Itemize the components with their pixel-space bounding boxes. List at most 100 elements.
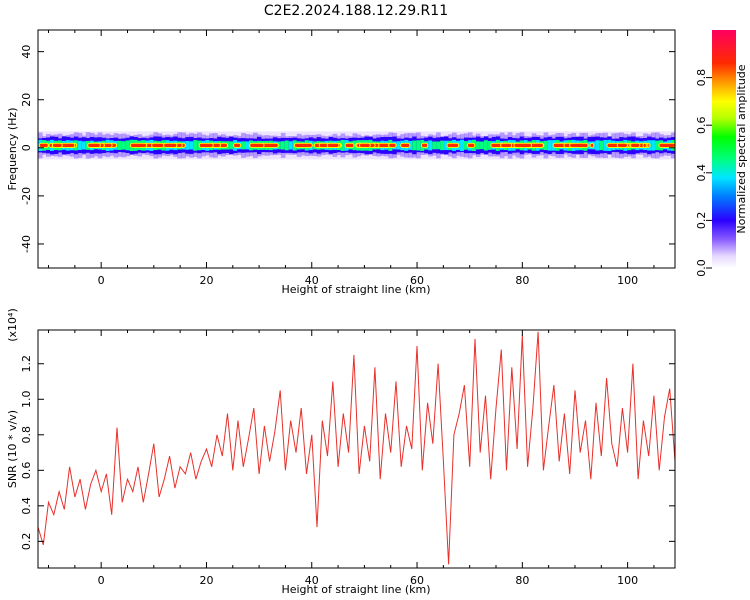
y-tick-label: 0.8	[20, 426, 33, 444]
heat-cell	[189, 141, 194, 150]
x-tick-label: 0	[98, 274, 105, 287]
heat-cell	[408, 140, 413, 150]
heat-cell-peak	[590, 143, 594, 147]
heat-cell-peak	[294, 143, 312, 147]
heat-cell-peak	[401, 143, 410, 147]
heat-cell	[603, 139, 608, 151]
snr-multiplier: (x10⁴)	[6, 308, 19, 342]
heat-cell	[483, 140, 489, 151]
heat-cell	[288, 141, 294, 150]
x-tick-label: 80	[515, 574, 529, 587]
spectrogram-ylabel: Frequency (Hz)	[6, 108, 19, 191]
heat-cell	[487, 140, 493, 150]
heat-cell-peak	[467, 143, 475, 147]
spectrogram-frame	[37, 29, 676, 269]
colorbar-tick-label: 0.8	[695, 69, 708, 87]
colorbar-tick-label: 0.4	[695, 164, 708, 182]
heat-cell-peak	[447, 143, 459, 147]
heat-cell	[229, 141, 234, 150]
heat-cell	[436, 141, 441, 150]
snr-xlabel: Height of straight line (km)	[281, 583, 430, 596]
snr-ylabel: SNR (10 * v/v)	[6, 410, 19, 488]
heat-cell-peak	[130, 143, 147, 147]
heat-cell-peak	[529, 143, 543, 147]
heat-cell-peak	[570, 143, 588, 147]
heat-cell-peak	[59, 143, 75, 147]
snr-panel: 0 20 40 60 80 100 0.2 0.4 0.6 0.8 1.0 1.2 Height of…	[6, 308, 676, 596]
heat-cell	[77, 140, 83, 150]
heat-cell-peak	[234, 143, 241, 147]
heat-cell	[245, 141, 250, 150]
heat-cell-peak	[659, 143, 675, 147]
heat-cell	[479, 141, 485, 150]
snr-axes: 0 20 40 60 80 100 0.2 0.4 0.6 0.8 1.0 1.2	[20, 330, 675, 587]
heat-cell	[276, 141, 282, 150]
spectrogram-axes: 0 20 40 60 80 100 -40 -20 0 20 40	[20, 30, 675, 287]
x-tick-label: 60	[410, 274, 424, 287]
heat-cell	[185, 141, 190, 150]
spectrogram-heatmap	[38, 131, 675, 160]
colorbar-ticks: 0.0 0.2 0.4 0.6 0.8	[695, 69, 712, 277]
colorbar-label: Normalized spectral amplitude	[735, 64, 748, 233]
heat-cell-peak	[514, 143, 532, 147]
heat-cell	[125, 140, 131, 151]
heat-cell	[340, 139, 346, 151]
colorbar-gradient	[712, 30, 736, 268]
heat-cell-peak	[389, 143, 396, 147]
heat-cell-peak	[199, 143, 213, 147]
heat-cell	[352, 140, 358, 151]
heat-cell-peak	[631, 143, 640, 147]
heat-cell-peak	[501, 143, 512, 147]
heat-cell	[432, 141, 437, 150]
heat-cell	[440, 140, 445, 151]
heat-cell	[280, 141, 286, 150]
heat-cell	[543, 140, 549, 151]
heat-cell	[595, 140, 600, 151]
heat-cell	[416, 140, 421, 151]
heat-cell	[655, 140, 660, 151]
x-tick-label: 40	[305, 574, 319, 587]
heat-cell	[460, 139, 465, 152]
heat-cell	[428, 140, 433, 151]
heat-cell	[475, 141, 481, 150]
x-tick-label: 60	[410, 574, 424, 587]
heat-cell	[241, 141, 246, 150]
heat-cell	[117, 140, 123, 150]
y-tick-label: 20	[20, 93, 33, 107]
x-tick-label: 100	[617, 274, 638, 287]
y-tick-label: 0.2	[20, 533, 33, 551]
y-tick-label: 1.0	[20, 391, 33, 409]
heat-cell	[396, 141, 401, 150]
heat-cell-peak	[39, 143, 48, 147]
y-tick-label: 0.6	[20, 462, 33, 480]
colorbar-tick-label: 0.6	[695, 116, 708, 134]
heat-cell	[193, 140, 198, 151]
heat-cell-peak	[643, 143, 646, 147]
heat-cell-peak	[327, 143, 339, 147]
heat-cell-peak	[88, 143, 100, 147]
heat-cell	[121, 141, 127, 150]
spectrogram-xlabel: Height of straight line (km)	[281, 283, 430, 296]
snr-frame	[37, 329, 676, 569]
heat-cell	[444, 140, 449, 151]
x-tick-label: 20	[199, 574, 213, 587]
heat-cell-peak	[617, 143, 627, 147]
heat-cell	[81, 141, 87, 150]
x-tick-label: 20	[199, 274, 213, 287]
x-tick-label: 100	[617, 574, 638, 587]
y-tick-label: -20	[20, 187, 33, 205]
heat-cell-peak	[52, 143, 62, 147]
figure-title: C2E2.2024.188.12.29.R11	[264, 3, 448, 19]
heat-cell	[463, 141, 469, 150]
y-tick-label: -40	[20, 235, 33, 253]
heat-cell	[547, 140, 553, 151]
spectrogram-panel: 0 20 40 60 80 100 -40 -20 0 20 40 Height of straig…	[6, 29, 676, 296]
heat-cell-peak	[359, 143, 370, 147]
snr-series-line	[38, 331, 675, 565]
heat-cell	[599, 140, 604, 151]
heat-cell	[651, 140, 656, 151]
heat-cell-peak	[607, 143, 619, 147]
y-tick-label: 40	[20, 45, 33, 59]
x-tick-label: 0	[98, 574, 105, 587]
colorbar: 0.0 0.2 0.4 0.6 0.8 Normalized spectral ampl…	[695, 30, 748, 277]
